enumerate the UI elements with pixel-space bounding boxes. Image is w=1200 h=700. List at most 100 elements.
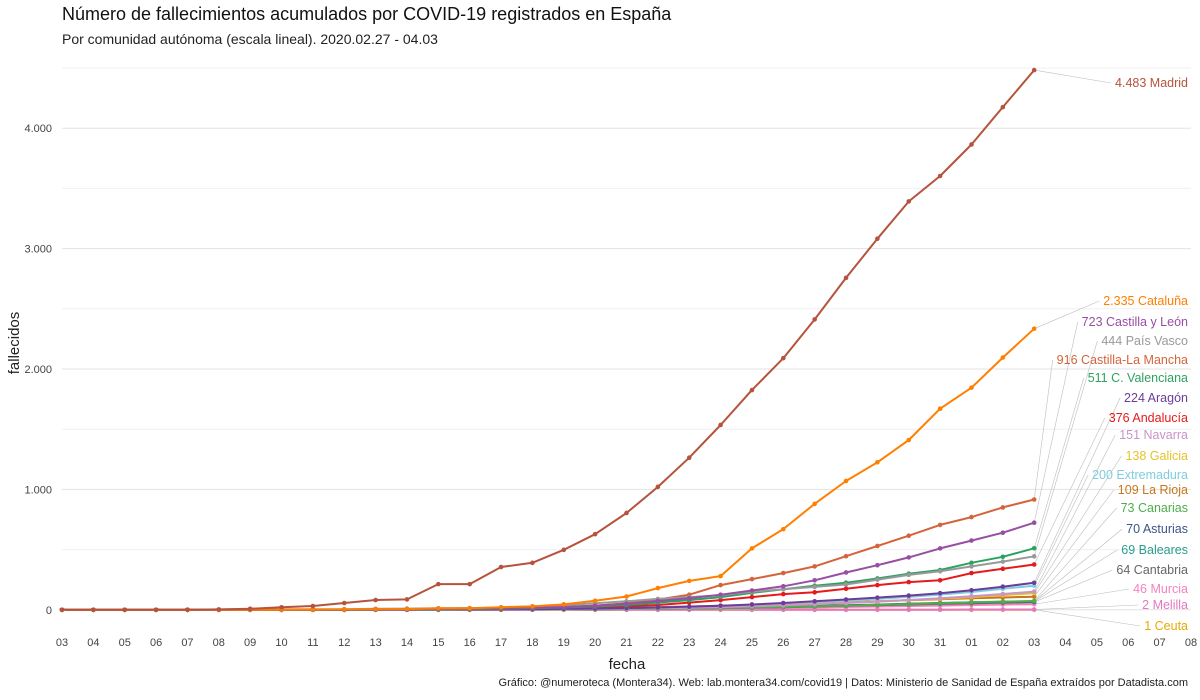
- data-point: [937, 590, 943, 596]
- data-point: [247, 606, 253, 612]
- data-point: [718, 592, 723, 598]
- x-tick-label: 16: [464, 637, 476, 649]
- data-point: [1031, 545, 1037, 551]
- x-tick-label: 22: [652, 637, 664, 649]
- data-point: [843, 478, 849, 484]
- x-tick-label: 03: [1028, 637, 1040, 649]
- series-label: 224 Aragón: [1124, 391, 1188, 405]
- data-point: [341, 607, 347, 612]
- data-point: [875, 543, 880, 549]
- data-point: [718, 603, 723, 608]
- y-tick-label: 3.000: [24, 244, 52, 256]
- x-tick-label: 07: [181, 637, 193, 649]
- data-point: [1000, 584, 1006, 589]
- data-point: [781, 355, 786, 361]
- data-point: [906, 597, 912, 603]
- x-tick-label: 17: [495, 637, 507, 649]
- data-point: [906, 199, 912, 204]
- data-point: [592, 531, 598, 537]
- x-tick-label: 18: [526, 637, 538, 649]
- series-label: 2 Melilla: [1142, 598, 1188, 612]
- data-point: [561, 547, 567, 553]
- data-point: [843, 582, 849, 587]
- data-point: [185, 607, 190, 612]
- data-point: [655, 605, 661, 610]
- y-tick-label: 1.000: [24, 484, 52, 496]
- series-label: 1 Ceuta: [1144, 619, 1188, 633]
- data-point: [686, 595, 692, 601]
- data-point: [812, 501, 817, 507]
- data-point: [843, 275, 849, 281]
- series-label: 723 Castilla y León: [1082, 315, 1188, 329]
- data-point: [373, 606, 378, 612]
- leader-line: [1033, 340, 1098, 557]
- leader-line: [1034, 604, 1139, 610]
- x-tick-label: 11: [307, 637, 318, 649]
- data-point: [969, 587, 974, 593]
- data-point: [781, 570, 786, 576]
- data-point: [718, 582, 723, 588]
- data-point: [1031, 67, 1037, 73]
- x-tick-label: 10: [275, 637, 287, 649]
- data-point: [1000, 505, 1006, 510]
- data-point: [592, 598, 598, 604]
- leader-line: [1033, 455, 1122, 594]
- series-line: [62, 69, 1035, 611]
- y-axis-title: fallecidos: [6, 312, 23, 375]
- data-point: [937, 406, 943, 412]
- data-point: [279, 604, 284, 610]
- data-point: [843, 597, 849, 602]
- data-point: [812, 590, 817, 595]
- grid-lines: [62, 67, 1191, 611]
- y-tick-label: 2.000: [24, 364, 52, 376]
- data-point: [875, 582, 880, 588]
- data-point: [310, 607, 316, 612]
- series-label: 138 Galicia: [1125, 449, 1188, 463]
- data-point: [812, 317, 817, 322]
- data-point: [781, 600, 786, 606]
- data-point: [906, 579, 912, 585]
- data-point: [216, 607, 222, 612]
- chart-subtitle: Por comunidad autónoma (escala lineal). …: [62, 31, 438, 47]
- x-tick-label: 23: [683, 637, 695, 649]
- data-point: [781, 591, 786, 597]
- x-axis-title: fecha: [609, 656, 646, 673]
- x-tick-label: 07: [1154, 637, 1166, 649]
- leader-line: [1033, 417, 1106, 565]
- leader-line: [1034, 588, 1130, 605]
- x-tick-label: 30: [903, 637, 915, 649]
- data-point: [937, 600, 943, 606]
- data-point: [875, 577, 880, 582]
- data-point: [937, 522, 943, 528]
- y-axis-ticks: 0 1.000 2.000 3.000 4.000: [24, 123, 52, 617]
- data-point: [875, 599, 880, 604]
- data-point: [937, 546, 943, 551]
- data-point: [749, 588, 755, 593]
- data-point: [875, 602, 880, 608]
- x-tick-label: 03: [56, 637, 68, 649]
- data-point: [969, 514, 974, 520]
- data-point: [749, 576, 755, 582]
- data-point: [749, 387, 755, 393]
- data-point: [655, 585, 661, 591]
- leader-line: [1034, 609, 1141, 627]
- data-point: [1031, 554, 1037, 559]
- data-point: [592, 603, 598, 609]
- data-point: [843, 553, 849, 559]
- leader-line: [1033, 489, 1115, 597]
- data-point: [1031, 594, 1037, 599]
- x-tick-label: 31: [934, 637, 946, 649]
- data-point: [749, 602, 755, 607]
- data-point: [937, 577, 943, 583]
- data-point: [969, 607, 974, 612]
- data-point: [153, 607, 159, 613]
- series-label: 511 C. Valenciana: [1088, 371, 1188, 385]
- data-point: [1031, 326, 1037, 331]
- data-point: [1031, 497, 1037, 502]
- x-tick-label: 15: [432, 637, 444, 649]
- x-tick-label: 13: [369, 637, 381, 649]
- series-line: [62, 563, 1035, 611]
- data-point: [1000, 530, 1006, 536]
- data-point: [1000, 104, 1006, 110]
